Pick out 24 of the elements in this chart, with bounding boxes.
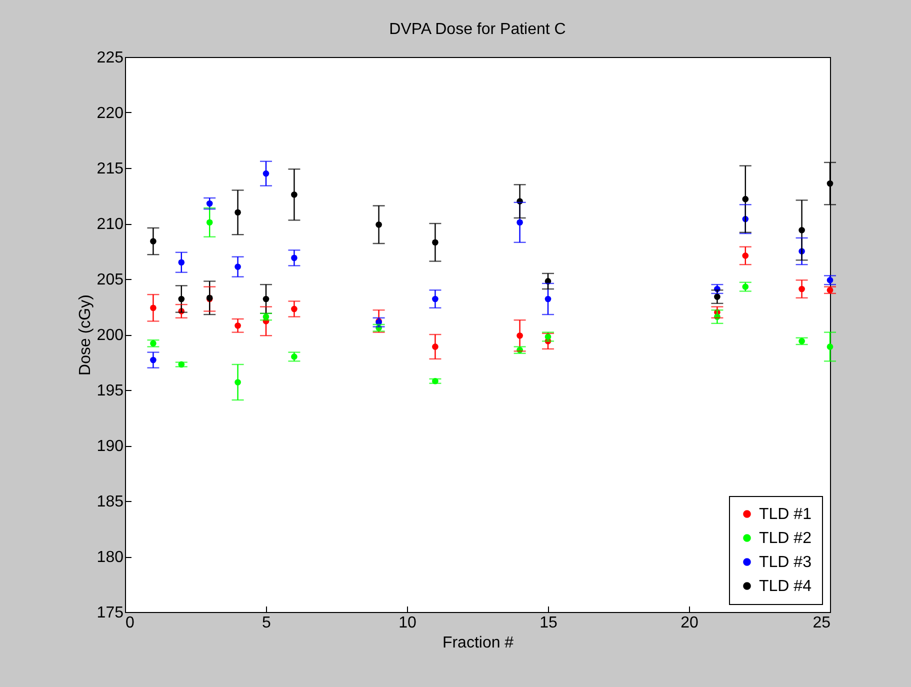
- y-tick-label: 220: [96, 105, 124, 122]
- y-tick-label: 180: [96, 549, 124, 566]
- x-tick-label: 10: [398, 614, 416, 632]
- y-axis-title: Dose (cGy): [76, 294, 94, 376]
- y-tick-label: 215: [96, 160, 124, 178]
- x-axis-title: Fraction #: [442, 634, 514, 652]
- legend-label: TLD #3: [759, 554, 812, 571]
- y-tick-label: 195: [96, 382, 124, 400]
- y-tick-label: 210: [96, 216, 124, 233]
- legend-label: TLD #4: [759, 578, 812, 595]
- legend-label: TLD #1: [759, 506, 812, 523]
- y-tick-label: 200: [96, 327, 124, 344]
- y-tick-label: 190: [96, 438, 124, 455]
- y-tick-label: 205: [96, 272, 124, 288]
- chart-title: DVPA Dose for Patient C: [389, 21, 566, 38]
- x-tick-label: 0: [126, 614, 134, 632]
- x-tick-label: 25: [812, 614, 831, 632]
- x-tick-label: 15: [540, 614, 558, 632]
- legend-label: TLD #2: [759, 530, 812, 547]
- y-tick-label: 175: [96, 604, 124, 622]
- x-tick-label: 5: [262, 614, 272, 632]
- y-tick-label: 225: [96, 50, 124, 66]
- y-tick-label: 185: [96, 494, 124, 510]
- x-tick-label: 20: [680, 614, 698, 632]
